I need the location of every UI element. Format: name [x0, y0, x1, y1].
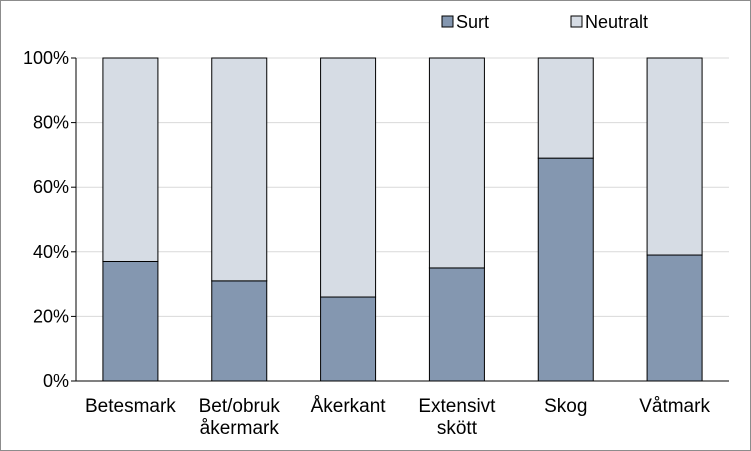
bar-neutralt	[102, 57, 159, 262]
bar-neutralt	[537, 57, 594, 159]
bar-surt	[537, 157, 594, 382]
legend-swatch-surt	[441, 15, 454, 28]
x-category-label: Bet/obruk	[199, 396, 281, 417]
bar-neutralt	[211, 57, 268, 282]
x-category-label: skött	[437, 418, 478, 439]
y-tick-label: 100%	[23, 48, 69, 68]
bar-surt	[320, 296, 377, 382]
x-category-label: Extensivt	[418, 396, 496, 417]
bar-neutralt	[646, 57, 703, 256]
x-category-label: Skog	[544, 396, 587, 417]
y-tick-label: 40%	[33, 242, 69, 262]
bar-neutralt	[320, 57, 377, 298]
bar-surt	[646, 254, 703, 382]
bar-surt	[428, 267, 485, 382]
bar-neutralt	[428, 57, 485, 269]
x-category-label: åkermark	[200, 418, 280, 439]
x-category-label: Våtmark	[639, 396, 710, 417]
y-tick-label: 80%	[33, 113, 69, 133]
bar-surt	[102, 260, 159, 382]
y-tick-label: 0%	[43, 371, 69, 391]
y-tick-label: 60%	[33, 177, 69, 197]
bar-surt	[211, 280, 268, 382]
y-tick-label: 20%	[33, 306, 69, 326]
x-category-label: Åkerkant	[311, 396, 387, 417]
legend-label-neutralt: Neutralt	[585, 12, 648, 32]
legend-label-surt: Surt	[456, 12, 489, 32]
legend-swatch-neutralt	[570, 15, 583, 28]
x-category-label: Betesmark	[85, 396, 176, 417]
